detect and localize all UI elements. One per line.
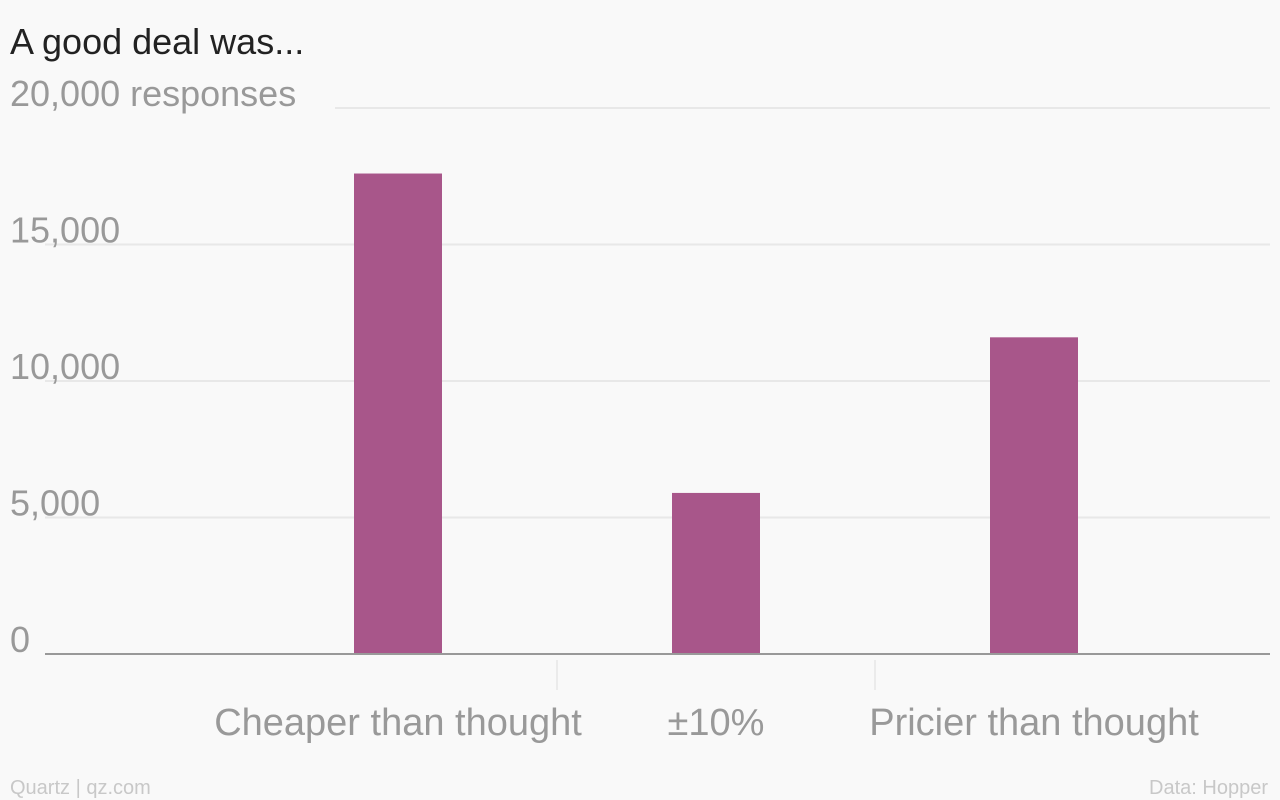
- bar: [672, 492, 760, 654]
- x-tick-label: Cheaper than thought: [214, 702, 582, 744]
- x-tick-label: Pricier than thought: [869, 702, 1199, 744]
- bar: [354, 173, 442, 654]
- chart-title: A good deal was...: [10, 21, 304, 62]
- y-tick-label: 20,000 responses: [10, 73, 296, 114]
- bar: [990, 337, 1078, 654]
- y-tick-label: 5,000: [10, 483, 100, 524]
- y-tick-label: 0: [10, 619, 30, 660]
- y-tick-label: 10,000: [10, 346, 120, 387]
- x-tick-label: ±10%: [668, 702, 765, 744]
- source: Data: Hopper: [1149, 777, 1268, 799]
- y-tick-label: 15,000: [10, 210, 120, 251]
- credit: Quartz | qz.com: [10, 777, 151, 799]
